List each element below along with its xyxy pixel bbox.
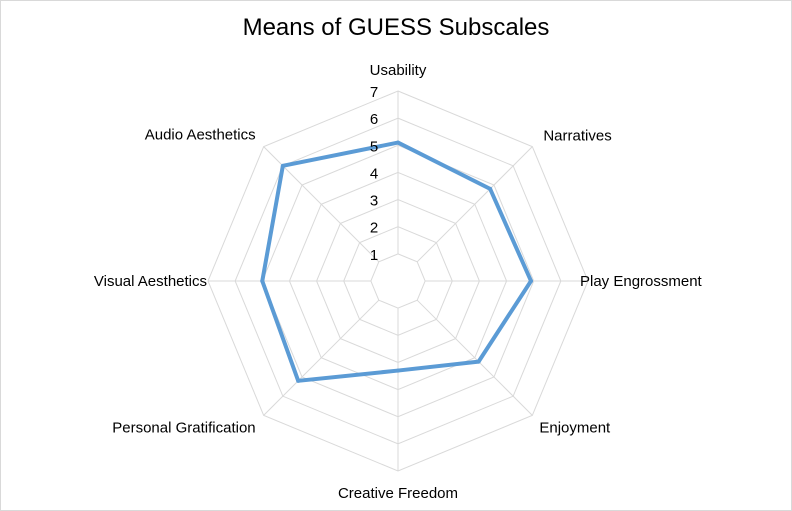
- data-point-7: [260, 279, 265, 283]
- category-label: Narratives: [543, 128, 611, 145]
- data-point-6: [296, 378, 301, 383]
- category-label: Usability: [370, 62, 427, 79]
- r-tick-label: 7: [370, 84, 378, 101]
- r-tick-label: 5: [370, 138, 378, 155]
- r-tick-label: 4: [370, 165, 378, 182]
- category-label: Enjoyment: [539, 419, 611, 436]
- spoke-6: [263, 299, 380, 416]
- r-tick-label: 2: [370, 220, 378, 237]
- category-label: Play Engrossment: [580, 273, 703, 290]
- spoke-8: [263, 146, 380, 263]
- data-point-8: [280, 163, 285, 168]
- data-point-3: [529, 279, 533, 283]
- r-tick-label: 3: [370, 193, 378, 210]
- r-tick-label: 1: [370, 247, 378, 264]
- data-point-4: [476, 359, 481, 364]
- spoke-2: [416, 146, 533, 263]
- spoke-4: [416, 299, 533, 416]
- data-point-5: [396, 368, 400, 373]
- series-line-1: [260, 140, 533, 383]
- category-label: Visual Aesthetics: [94, 273, 207, 290]
- data-point-1: [396, 140, 400, 145]
- category-label: Creative Freedom: [338, 485, 458, 502]
- r-tick-label: 6: [370, 111, 378, 128]
- category-label: Personal Gratification: [112, 419, 255, 436]
- grid-ring-1: [370, 253, 426, 309]
- chart-title: Means of GUESS Subscales: [242, 14, 550, 41]
- data-point-2: [488, 186, 493, 191]
- category-label: Audio Aesthetics: [145, 127, 256, 144]
